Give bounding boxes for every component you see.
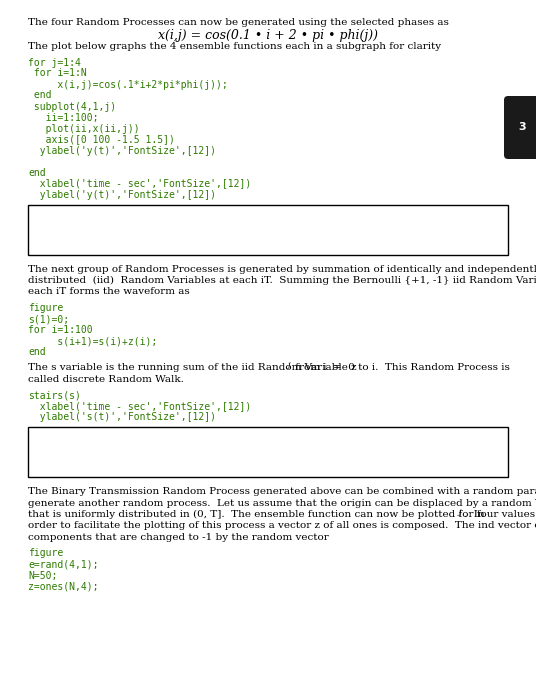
- Text: .  In: . In: [464, 510, 484, 519]
- Text: e=rand(4,1);: e=rand(4,1);: [28, 559, 99, 570]
- Bar: [28, 204, 508, 255]
- Text: The next group of Random Processes is generated by summation of identically and : The next group of Random Processes is ge…: [28, 265, 536, 274]
- Text: j: j: [287, 361, 290, 369]
- Text: end: end: [28, 167, 46, 178]
- Text: from i  =  0 to i.  This Random Process is: from i = 0 to i. This Random Process is: [292, 363, 510, 372]
- Text: for i=1:100: for i=1:100: [28, 325, 93, 335]
- Text: x(i,j) = cos(0.1 • i + 2 • pi • phi(j)): x(i,j) = cos(0.1 • i + 2 • pi • phi(j)): [158, 29, 378, 43]
- Text: for j=1:4: for j=1:4: [28, 57, 81, 67]
- Text: ylabel('s(t)','FontSize',[12]): ylabel('s(t)','FontSize',[12]): [28, 412, 216, 422]
- Text: axis([0 100 -1.5 1.5]): axis([0 100 -1.5 1.5]): [28, 134, 175, 144]
- FancyBboxPatch shape: [504, 96, 536, 159]
- Text: end: end: [28, 90, 51, 101]
- Text: xlabel('time - sec','FontSize',[12]): xlabel('time - sec','FontSize',[12]): [28, 178, 251, 188]
- Text: ylabel('y(t)','FontSize',[12]): ylabel('y(t)','FontSize',[12]): [28, 146, 216, 155]
- Text: s(i+1)=s(i)+z(i);: s(i+1)=s(i)+z(i);: [28, 336, 157, 346]
- Text: j: j: [458, 508, 461, 516]
- Text: end: end: [28, 347, 46, 357]
- Text: s(1)=0;: s(1)=0;: [28, 314, 69, 324]
- Text: The s variable is the running sum of the iid Random Variable z: The s variable is the running sum of the…: [28, 363, 356, 372]
- Text: plot(ii,x(ii,j)): plot(ii,x(ii,j)): [28, 123, 139, 134]
- Text: 3: 3: [518, 122, 526, 132]
- Text: components that are changed to -1 by the random vector: components that are changed to -1 by the…: [28, 533, 329, 542]
- Text: each iT forms the waveform as: each iT forms the waveform as: [28, 288, 190, 297]
- Text: generate another random process.  Let us assume that the origin can be displaced: generate another random process. Let us …: [28, 498, 536, 508]
- Text: that is uniformly distributed in (0, T].  The ensemble function can now be plott: that is uniformly distributed in (0, T].…: [28, 510, 536, 519]
- Text: for i=1:N: for i=1:N: [28, 69, 87, 78]
- Text: subplot(4,1,j): subplot(4,1,j): [28, 102, 116, 111]
- Text: z=ones(N,4);: z=ones(N,4);: [28, 582, 99, 591]
- Text: ii=1:100;: ii=1:100;: [28, 113, 99, 122]
- Text: x(i,j)=cos(.1*i+2*pi*phi(j));: x(i,j)=cos(.1*i+2*pi*phi(j));: [28, 80, 228, 90]
- Bar: [28, 427, 508, 477]
- Text: order to facilitate the plotting of this process a vector z of all ones is compo: order to facilitate the plotting of this…: [28, 522, 536, 531]
- Text: called discrete Random Walk.: called discrete Random Walk.: [28, 374, 184, 384]
- Text: stairs(s): stairs(s): [28, 390, 81, 400]
- Text: N=50;: N=50;: [28, 570, 57, 580]
- Text: The four Random Processes can now be generated using the selected phases as: The four Random Processes can now be gen…: [28, 18, 449, 27]
- Text: The Binary Transmission Random Process generated above can be combined with a ra: The Binary Transmission Random Process g…: [28, 487, 536, 496]
- Text: ylabel('y(t)','FontSize',[12]): ylabel('y(t)','FontSize',[12]): [28, 190, 216, 200]
- Text: distributed  (iid)  Random Variables at each iT.  Summing the Bernoulli {+1, -1}: distributed (iid) Random Variables at ea…: [28, 276, 536, 285]
- Text: figure: figure: [28, 549, 63, 559]
- Text: figure: figure: [28, 303, 63, 313]
- Text: The plot below graphs the 4 ensemble functions each in a subgraph for clarity: The plot below graphs the 4 ensemble fun…: [28, 42, 441, 51]
- Text: xlabel('time - sec','FontSize',[12]): xlabel('time - sec','FontSize',[12]): [28, 401, 251, 411]
